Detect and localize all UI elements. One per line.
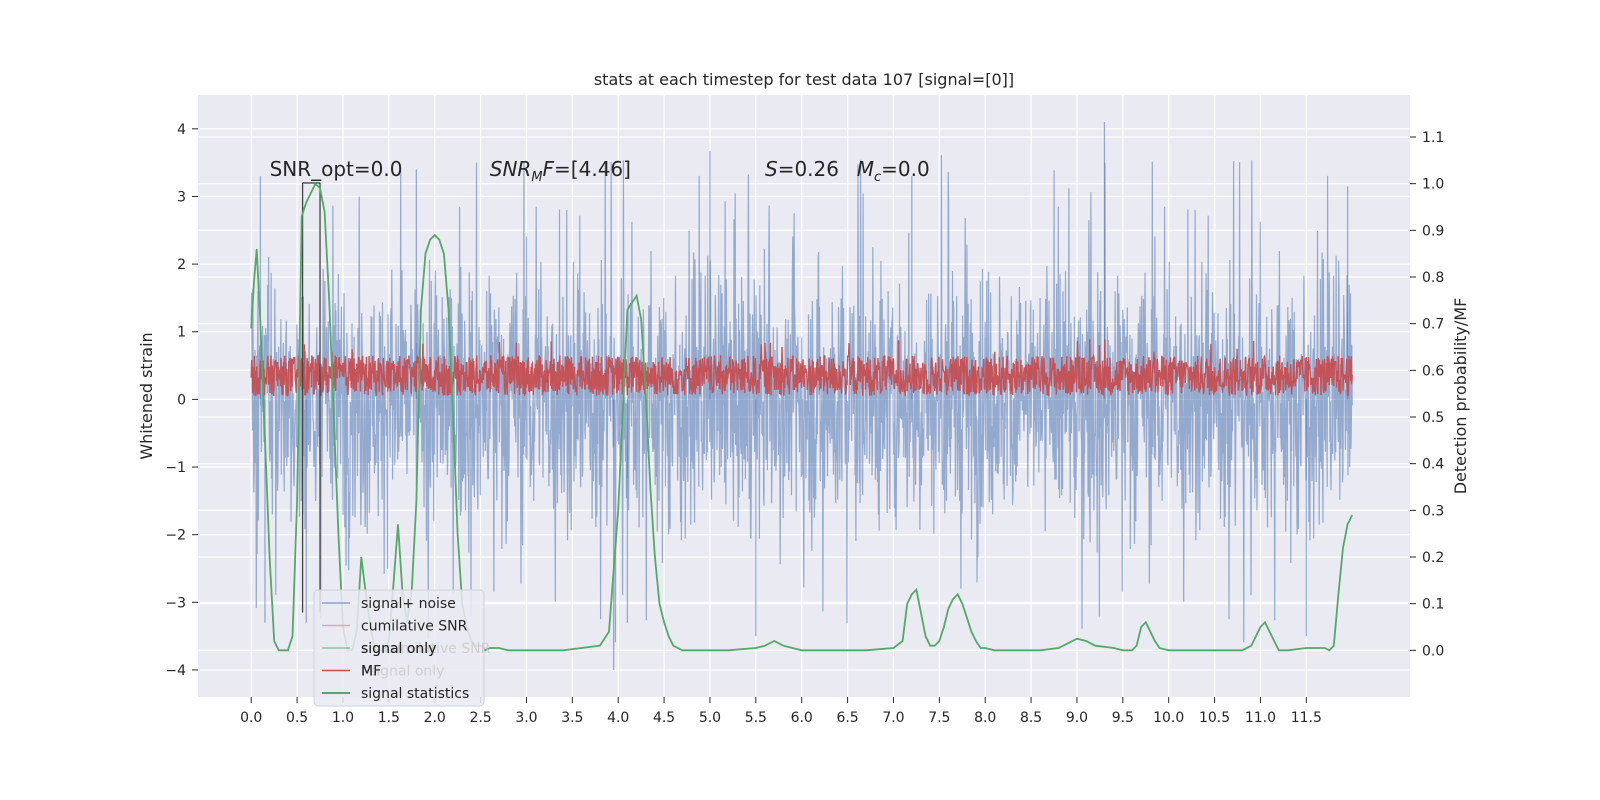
y-tick-label-right: 1.0 — [1422, 177, 1444, 193]
y-tick-label-left: 2 — [177, 257, 186, 273]
y-tick-label-right: 0.8 — [1422, 270, 1444, 286]
chart-title: stats at each timestep for test data 107… — [594, 70, 1014, 89]
y-tick-label-right: 0.4 — [1422, 457, 1444, 473]
x-tick-label: 7.5 — [928, 710, 950, 726]
annotation-snr-opt: SNR_opt=0.0 — [270, 157, 403, 181]
y-tick-label-right: 0.2 — [1422, 550, 1444, 566]
axes: 0.0 0.5 1.0 1.5 2.0 2.5 3.0 3.5 4.0 4.5 5.0 5.5 6.0 6… — [165, 122, 1444, 726]
y-tick-label-left: 4 — [177, 122, 186, 138]
y-tick-label-right: 0.5 — [1422, 410, 1444, 426]
y-tick-label-left: −2 — [165, 528, 186, 544]
y-tick-label-right: 0.6 — [1422, 363, 1444, 379]
y-axis-label-left: Whitened strain — [137, 332, 156, 459]
x-tick-label: 3.5 — [561, 710, 583, 726]
signal-plus-noise-line — [250, 155, 1353, 643]
x-tick-label: 8.0 — [974, 710, 996, 726]
y-tick-label-right: 0.3 — [1422, 503, 1444, 519]
legend-label-front: MF — [361, 664, 381, 680]
x-tick-label: 0.5 — [286, 710, 308, 726]
x-tick-label: 9.5 — [1112, 710, 1134, 726]
legend-label-front: signal only — [361, 641, 436, 657]
legend-label: signal only — [361, 641, 436, 657]
y-tick-label-left: −1 — [165, 460, 186, 476]
y-tick-label-left: −3 — [165, 595, 186, 611]
x-tick-label: 3.0 — [515, 710, 537, 726]
y-tick-label-left: 3 — [177, 189, 186, 205]
x-tick-label: 4.5 — [653, 710, 675, 726]
x-tick-label: 10.0 — [1153, 710, 1184, 726]
x-tick-label: 1.5 — [378, 710, 400, 726]
vertical-markers — [301, 182, 321, 613]
y-tick-label-left: 0 — [177, 392, 186, 408]
x-tick-label: 2.5 — [469, 710, 491, 726]
y-tick-label-left: 1 — [177, 325, 186, 341]
y-tick-label-right: 1.1 — [1422, 130, 1444, 146]
x-tick-label: 2.0 — [424, 710, 446, 726]
x-tick-label: 10.5 — [1199, 710, 1230, 726]
x-tick-label: 1.0 — [332, 710, 354, 726]
legend-label: MF — [361, 664, 381, 680]
y-axis-label-right: Detection probability/MF — [1451, 298, 1470, 495]
mf-line — [250, 339, 1353, 398]
annotation-s: S=0.26 — [765, 157, 839, 181]
x-tick-label: 9.0 — [1066, 710, 1088, 726]
annotation-mc: Mc=0.0 — [857, 157, 930, 185]
y-tick-label-right: 0.1 — [1422, 597, 1444, 613]
legend-box — [313, 589, 485, 707]
y-tick-label-left: −4 — [165, 663, 186, 679]
x-tick-label: 5.0 — [699, 710, 721, 726]
x-tick-label: 6.0 — [791, 710, 813, 726]
annotation-snr-mf: SNRMF=[4.46] — [490, 157, 631, 185]
legend-label: signal statistics — [361, 686, 469, 702]
x-tick-label: 7.0 — [882, 710, 904, 726]
legend-label: cumilative SNR — [361, 619, 468, 635]
y-tick-label-right: 0.9 — [1422, 223, 1444, 239]
legend-ghost-label: signal only — [369, 664, 444, 680]
x-tick-label: 11.5 — [1291, 710, 1322, 726]
y-tick-label-right: 0.7 — [1422, 317, 1444, 333]
y-tick-label-right: 0.0 — [1422, 643, 1444, 659]
legend-ghost-label: cumilative SNR — [384, 641, 491, 657]
series-mf — [250, 339, 1353, 398]
x-tick-label: 0.0 — [240, 710, 262, 726]
annotations: SNR_opt=0.0 SNRMF=[4.46] S=0.26 Mc=0.0 — [270, 157, 930, 185]
x-tick-label: 5.5 — [745, 710, 767, 726]
x-tick-label: 4.0 — [607, 710, 629, 726]
legend-label: signal+ noise — [361, 596, 456, 612]
x-tick-label: 8.5 — [1020, 710, 1042, 726]
x-tick-label: 6.5 — [836, 710, 858, 726]
x-tick-label: 11.0 — [1245, 710, 1276, 726]
